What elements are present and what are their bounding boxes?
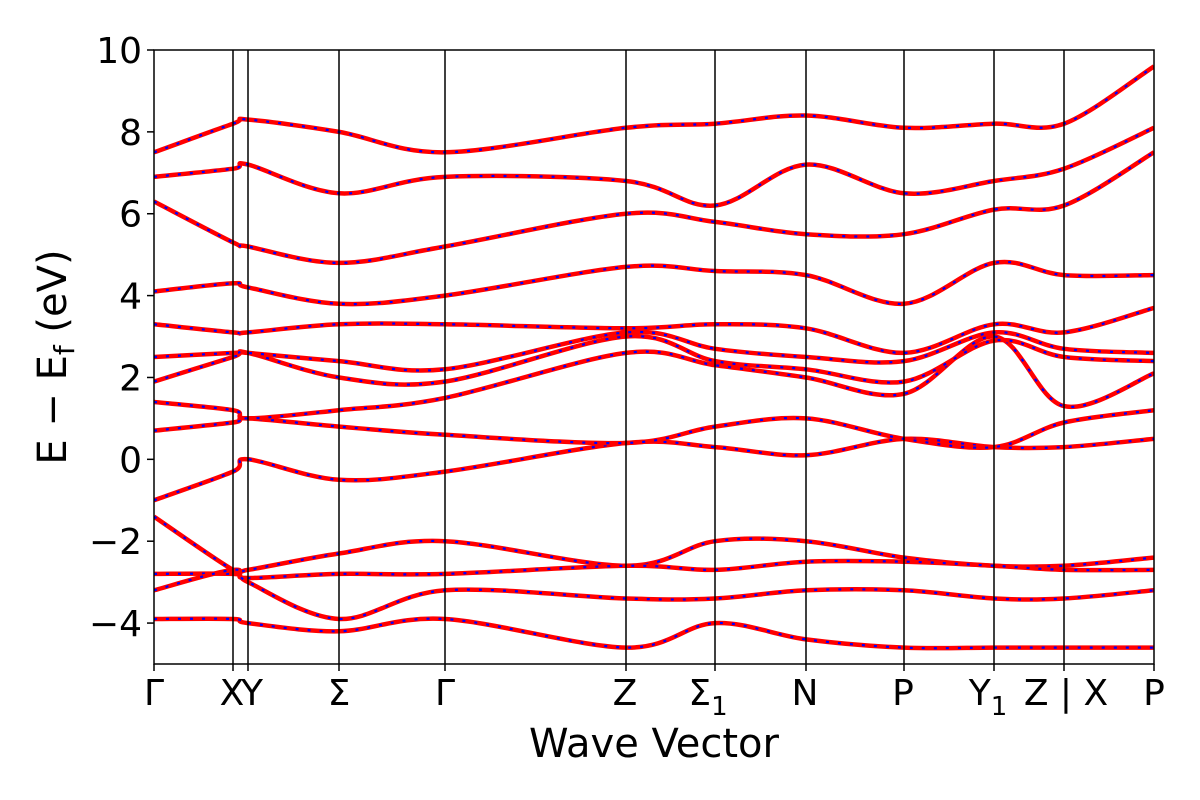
x-tick-label: X: [220, 673, 245, 714]
x-tick-label: P: [1143, 673, 1165, 714]
x-tick-label: Γ: [435, 673, 455, 714]
band-line-dft: [154, 150, 1154, 266]
y-axis-ticks: −4 −2 0 2 4 6 8 10: [89, 31, 154, 645]
x-tick-label: Z: [613, 673, 638, 714]
x-axis-label: Wave Vector: [529, 721, 780, 767]
band-line-model: [154, 437, 1154, 502]
band-line-dft: [154, 333, 1154, 387]
band-line-dft: [154, 64, 1154, 155]
x-tick-label: Y: [240, 673, 264, 714]
band-line-model: [154, 409, 1154, 449]
band-line-model: [154, 126, 1154, 207]
band-line-model: [154, 559, 1154, 580]
band-line-model: [154, 335, 1154, 420]
band-line-dft: [154, 436, 1154, 503]
y-axis-label: E − Ef (eV): [30, 249, 81, 464]
y-tick-label: 0: [119, 440, 142, 481]
y-tick-label: 10: [96, 31, 142, 72]
y-tick-label: −2: [89, 522, 142, 563]
band-line-dft: [154, 125, 1154, 208]
band-line-model: [154, 306, 1154, 355]
x-tick-label: Z | X: [1024, 673, 1108, 714]
x-tick-label: P: [892, 673, 914, 714]
x-axis-ticks: Γ XY Σ Γ Z Σ1 N P Y1 Z | X P: [144, 664, 1165, 722]
y-tick-label: 6: [119, 195, 142, 236]
band-line-model: [154, 617, 1154, 650]
x-tick-label: Y1: [968, 673, 1008, 722]
plot-frame: [153, 49, 1155, 665]
bands-layer: [154, 64, 1154, 651]
y-tick-label: 2: [119, 358, 142, 399]
y-tick-label: 4: [119, 277, 142, 318]
band-line-dft: [154, 334, 1154, 421]
x-tick-label: Σ: [328, 673, 351, 714]
band-line-dft: [154, 259, 1154, 307]
kpath-lines: [232, 50, 1065, 664]
x-tick-label: Γ: [144, 673, 164, 714]
x-tick-label: N: [792, 673, 819, 714]
y-tick-label: 8: [119, 113, 142, 154]
x-tick-label: Σ1: [688, 673, 727, 722]
band-line-model: [154, 335, 1154, 386]
y-tick-label: −4: [89, 604, 142, 645]
band-line-model: [154, 65, 1154, 154]
